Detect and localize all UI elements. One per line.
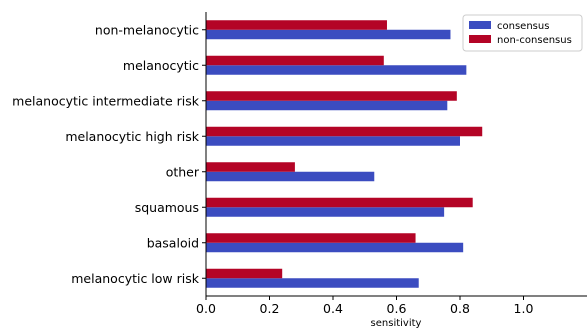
x-tick-label-3: 0.6 — [387, 301, 407, 316]
bar-non-consensus-7 — [206, 268, 283, 279]
bar-consensus-5 — [206, 207, 445, 217]
x-tick-label-2: 0.4 — [323, 301, 343, 316]
bar-consensus-2 — [206, 100, 448, 111]
ticks-layer: non-melanocytic melanocytic melanocytic in… — [12, 22, 533, 316]
y-tick-label-1: melanocytic — [123, 58, 199, 73]
axes-layer — [205, 12, 587, 297]
bar-non-consensus-6 — [206, 233, 416, 243]
bar-consensus-1 — [206, 65, 467, 75]
y-tick-label-3: melanocytic high risk — [65, 129, 199, 144]
y-tick-label-0: non-melanocytic — [95, 22, 199, 37]
y-tick-label-5: squamous — [135, 200, 199, 215]
x-tick-label-0: 0.0 — [196, 301, 216, 316]
bar-consensus-6 — [206, 242, 464, 253]
bar-non-consensus-1 — [206, 55, 384, 66]
x-tick-label-1: 0.2 — [260, 301, 280, 316]
legend-label-consensus: consensus — [497, 21, 549, 32]
bar-non-consensus-4 — [206, 162, 295, 172]
bar-non-consensus-3 — [206, 126, 483, 137]
bar-consensus-3 — [206, 136, 460, 146]
legend-label-non-consensus: non-consensus — [497, 35, 572, 46]
legend-swatch-consensus — [469, 21, 491, 29]
x-tick-label-5: 1.0 — [514, 301, 534, 316]
bar-consensus-0 — [206, 29, 451, 40]
x-axis-label: sensitivity — [371, 318, 422, 328]
bar-non-consensus-0 — [206, 20, 387, 30]
legend-swatch-non-consensus — [469, 35, 491, 43]
bar-consensus-7 — [206, 278, 419, 288]
y-tick-label-4: other — [166, 164, 200, 179]
bar-non-consensus-5 — [206, 197, 473, 208]
y-tick-label-2: melanocytic intermediate risk — [12, 93, 200, 108]
bar-non-consensus-2 — [206, 91, 457, 101]
legend: consensus non-consensus — [462, 14, 583, 52]
bars-layer — [206, 20, 483, 288]
legend-box — [462, 14, 583, 52]
y-tick-label-6: basaloid — [147, 235, 199, 250]
bar-consensus-4 — [206, 171, 375, 182]
x-tick-label-4: 0.8 — [450, 301, 470, 316]
y-tick-label-7: melanocytic low risk — [71, 271, 200, 286]
